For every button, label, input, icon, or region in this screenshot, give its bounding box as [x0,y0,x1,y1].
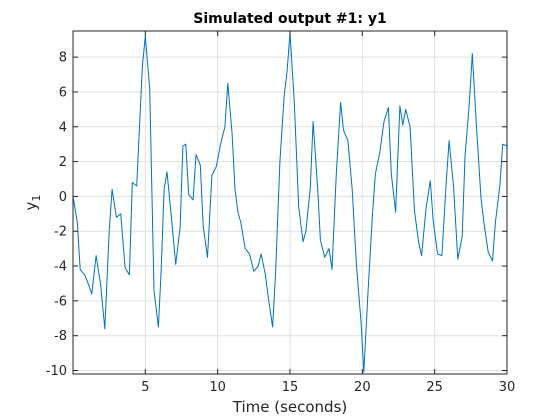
y-tick-label: 4 [59,120,67,135]
x-tick-label: 20 [354,380,371,395]
series-line-y1 [73,32,507,373]
x-tick-label: 25 [426,380,443,395]
y-axis-label-main: y [22,201,40,210]
y-tick-label: 0 [59,190,67,205]
x-tick-label: 30 [499,380,516,395]
y-tick-label: -8 [54,329,67,344]
x-tick-label: 5 [141,380,149,395]
y-tick-label: -6 [54,294,67,309]
chart-title: Simulated output #1: y1 [193,11,386,27]
y-tick-label: 2 [59,155,67,170]
y-axis-label-subscript: 1 [30,195,43,202]
x-tick-label: 15 [282,380,299,395]
y-tick-label: 8 [59,51,67,66]
y-tick-label: -4 [54,260,67,275]
y-tick-label: -10 [46,364,67,379]
plot-series-layer [73,32,507,373]
y-tick-label: -2 [54,225,67,240]
y-axis-label: y1 [22,195,43,211]
x-axis-label: Time (seconds) [232,398,348,416]
y-tick-label: 6 [59,85,67,100]
axis-ticks: 5 10 15 20 25 30 -10 -8 -6 -4 -2 0 2 4 6 8 [46,31,516,395]
x-tick-label: 10 [209,380,226,395]
